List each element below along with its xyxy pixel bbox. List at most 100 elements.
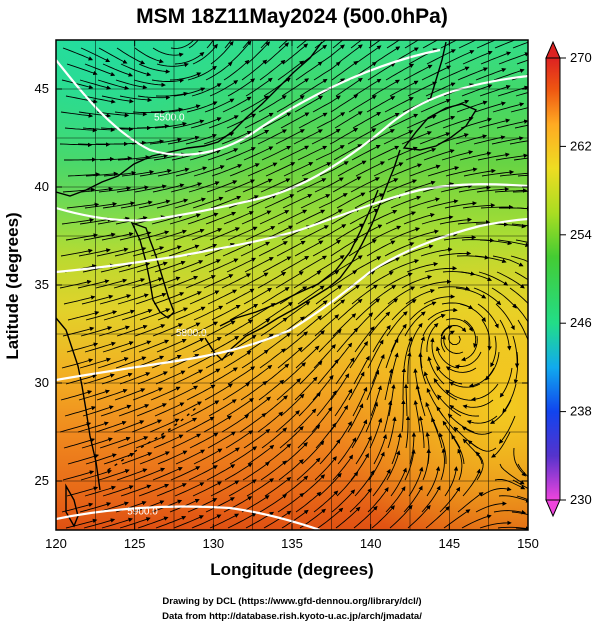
streamline: [296, 457, 321, 481]
streamline: [333, 421, 352, 449]
streamline: [301, 162, 332, 177]
streamline: [170, 40, 195, 49]
streamline: [390, 323, 407, 353]
streamline: [223, 496, 253, 513]
streamline: [513, 303, 528, 323]
streamline: [421, 485, 441, 513]
streamline: [315, 422, 337, 449]
streamline: [281, 78, 310, 97]
x-tick-labels: 120 125 130 135 140 145 150: [45, 536, 539, 551]
streamline: [351, 419, 368, 449]
coast-japan-sea-side: [219, 189, 379, 327]
streamline: [420, 247, 453, 257]
streamline: [157, 167, 190, 177]
streamline: [83, 373, 115, 385]
streamline: [173, 369, 204, 385]
streamline: [402, 244, 434, 257]
coast-taiwan: [65, 483, 79, 528]
streamline: [207, 289, 238, 305]
streamline: [457, 448, 463, 481]
x-tick-label: 150: [517, 536, 539, 551]
streamline: [101, 517, 133, 529]
streamline: [102, 485, 134, 497]
streamline: [481, 169, 515, 177]
streamline: [299, 225, 329, 241]
streamline: [190, 400, 220, 417]
streamline: [461, 426, 493, 435]
streamline: [77, 279, 110, 289]
streamline: [61, 79, 94, 90]
streamline: [155, 91, 189, 97]
streamline: [138, 199, 171, 209]
streamline: [330, 238, 359, 257]
grid-lines: [56, 40, 528, 530]
streamline: [167, 135, 200, 145]
x-tick-label: 120: [45, 536, 67, 551]
streamline: [279, 145, 310, 161]
streamline: [467, 440, 497, 452]
streamline: [207, 431, 236, 449]
streamline: [454, 351, 482, 369]
streamline: [297, 145, 328, 161]
streamline: [516, 207, 528, 209]
streamline: [156, 198, 189, 209]
streamline: [282, 43, 309, 65]
contour-5800: [56, 217, 528, 382]
streamline: [329, 405, 348, 433]
streamline: [347, 403, 364, 433]
streamline: [121, 309, 153, 321]
streamline: [315, 285, 343, 305]
streamline: [222, 242, 253, 257]
streamline: [462, 203, 496, 209]
streamline: [390, 195, 422, 209]
streamline: [59, 142, 93, 148]
streamline: [403, 213, 435, 225]
streamline: [435, 346, 459, 369]
streamline: [100, 404, 132, 417]
streamline: [175, 166, 208, 177]
streamline: [455, 287, 487, 299]
streamline: [336, 471, 359, 497]
streamline: [95, 420, 127, 433]
streamline: [131, 419, 163, 433]
streamline: [391, 299, 417, 321]
streamline: [512, 479, 528, 490]
x-tick-label: 135: [281, 536, 303, 551]
streamline: [373, 434, 388, 465]
y-tick-label: 30: [35, 375, 49, 390]
streamline: [368, 451, 385, 481]
streamline: [80, 186, 114, 193]
streamline: [153, 434, 184, 449]
streamline: [187, 65, 217, 81]
streamline: [156, 483, 187, 497]
streamline: [138, 63, 171, 74]
streamline: [352, 112, 382, 129]
streamline: [498, 495, 528, 503]
streamline: [82, 405, 114, 417]
streamline: [173, 515, 204, 529]
streamline: [208, 258, 239, 273]
streamline: [64, 405, 97, 417]
streamline: [136, 403, 167, 417]
streamline: [132, 110, 166, 115]
streamline: [205, 497, 235, 513]
streamline: [316, 390, 337, 417]
streamline: [493, 68, 525, 81]
streamline: [83, 232, 116, 241]
streamline: [479, 84, 511, 97]
streamline: [355, 298, 381, 321]
streamline: [490, 335, 497, 368]
streamline: [138, 339, 170, 353]
streamline: [384, 242, 415, 257]
streamline: [383, 400, 393, 433]
streamline: [244, 396, 272, 417]
credit-drawing: Drawing by DCL (https://www.gfd-dennou.o…: [162, 596, 421, 607]
streamline: [463, 168, 496, 177]
streamline: [241, 210, 272, 225]
streamline: [59, 422, 92, 433]
streamline: [514, 124, 528, 129]
streamline: [513, 157, 528, 161]
streamline: [208, 115, 239, 129]
streamline: [149, 137, 182, 145]
streamline: [385, 486, 406, 513]
